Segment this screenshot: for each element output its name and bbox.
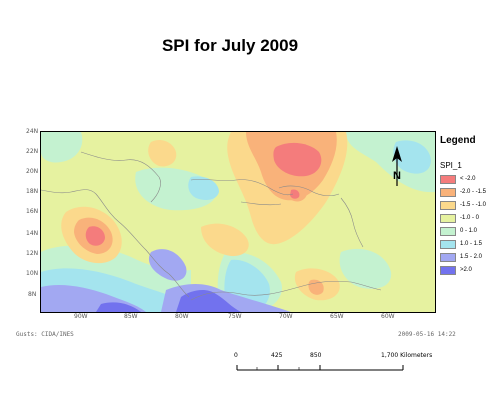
- spi-zone-wet-moderate: [393, 140, 431, 174]
- legend-row: >2.0: [440, 264, 495, 276]
- spi-map: [40, 131, 436, 313]
- legend-swatch: [440, 187, 456, 197]
- legend-swatch: [440, 265, 456, 275]
- latitude-label: 16N: [26, 208, 39, 215]
- scale-bar: 0 425 850 1,700 Kilometers: [231, 352, 432, 382]
- longitude-label: 65W: [330, 313, 344, 320]
- scale-label: 1,700 Kilometers: [381, 352, 433, 359]
- longitude-label: 90W: [74, 313, 88, 320]
- source-credit: Gusts: CIDA/INES: [16, 331, 74, 338]
- longitude-label: 70W: [279, 313, 293, 320]
- legend-row: -1.0 - 0: [440, 212, 495, 224]
- legend-layer-name: SPI_1: [440, 161, 462, 170]
- north-arrow-icon: N: [392, 146, 402, 186]
- legend-label: 0 - 1.0: [460, 228, 478, 234]
- spi-zone-wet-moderate: [188, 176, 219, 200]
- coastline-outlines: [41, 151, 382, 301]
- spi-zone-wet-extreme: [176, 290, 241, 312]
- spi-zone-wet-severe: [148, 249, 187, 281]
- spi-zone-dry-extreme: [273, 142, 322, 177]
- spi-zone-wet-extreme: [96, 302, 141, 312]
- legend-swatch: [440, 239, 456, 249]
- latitude-label: 12N: [26, 250, 39, 257]
- legend-row: -2.0 - -1.5: [440, 186, 495, 198]
- legend-row: < -2.0: [440, 173, 495, 185]
- legend-label: < -2.0: [460, 176, 476, 182]
- legend-swatch: [440, 252, 456, 262]
- spi-zone-dry-moderate: [201, 223, 249, 257]
- scale-label: 850: [310, 352, 322, 359]
- latitude-label: 22N: [26, 148, 39, 155]
- latitude-label: 18N: [26, 188, 39, 195]
- longitude-label: 80W: [175, 313, 189, 320]
- legend-label: >2.0: [460, 267, 472, 273]
- spi-zone-dry-extreme: [290, 189, 300, 199]
- legend-row: 1.0 - 1.5: [440, 238, 495, 250]
- latitude-label: 14N: [26, 230, 39, 237]
- legend-label: -1.0 - 0: [460, 215, 480, 221]
- legend-label: -1.5 - -1.0: [460, 202, 487, 208]
- legend-title: Legend: [440, 135, 476, 146]
- legend-swatch: [440, 226, 456, 236]
- legend-row: -1.5 - -1.0: [440, 199, 495, 211]
- legend-label: 1.0 - 1.5: [460, 241, 483, 247]
- legend-label: -2.0 - -1.5: [460, 189, 487, 195]
- scale-label: 0: [234, 352, 238, 359]
- latitude-label: 10N: [26, 270, 39, 277]
- scale-label: 425: [271, 352, 283, 359]
- spi-zone-dry-extreme: [85, 226, 105, 246]
- spi-zone-wet-light: [41, 132, 83, 163]
- latitude-label: 24N: [26, 128, 39, 135]
- legend-label: 1.5 - 2.0: [460, 254, 483, 260]
- legend-row: 0 - 1.0: [440, 225, 495, 237]
- legend-swatch: [440, 174, 456, 184]
- spi-zone-dry-severe: [308, 279, 324, 295]
- legend-swatch: [440, 200, 456, 210]
- spi-zone-dry-moderate: [148, 140, 177, 167]
- map-timestamp: 2009-05-16 14:22: [398, 331, 456, 338]
- longitude-label: 60W: [381, 313, 395, 320]
- legend-row: 1.5 - 2.0: [440, 251, 495, 263]
- latitude-label: 8N: [28, 291, 37, 298]
- legend-swatch: [440, 213, 456, 223]
- spi-zone-wet-light: [339, 248, 392, 289]
- map-title: SPI for July 2009: [161, 36, 299, 55]
- legend-classes: < -2.0 -2.0 - -1.5 -1.5 - -1.0 -1.0 - 0 0 - …: [440, 173, 495, 276]
- longitude-label: 75W: [228, 313, 242, 320]
- north-arrow-letter: N: [393, 170, 401, 182]
- scale-bar-graphic: [236, 365, 404, 371]
- spi-map-canvas: [41, 132, 435, 312]
- legend: Legend SPI_1 < -2.0 -2.0 - -1.5 -1.5 - -1.…: [440, 135, 495, 277]
- longitude-label: 85W: [124, 313, 138, 320]
- latitude-label: 20N: [26, 168, 39, 175]
